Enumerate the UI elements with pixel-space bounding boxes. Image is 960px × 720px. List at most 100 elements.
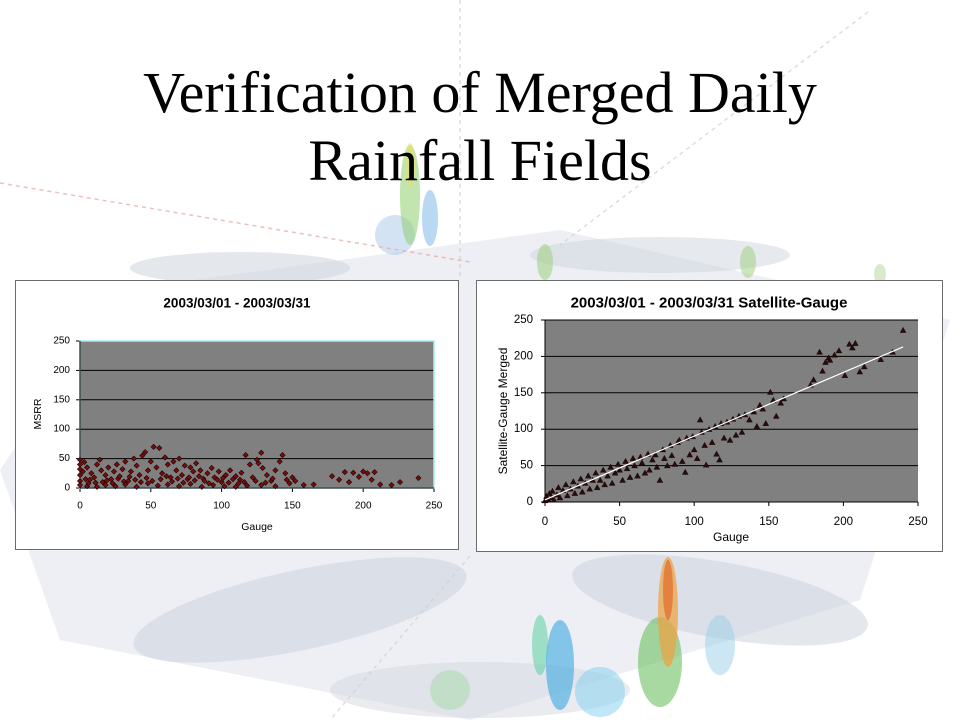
- data-point: [149, 477, 156, 484]
- data-point: [263, 472, 270, 479]
- data-point: [130, 455, 137, 462]
- data-point: [646, 466, 653, 473]
- data-point: [205, 480, 212, 487]
- data-point: [187, 464, 194, 471]
- data-point: [187, 480, 194, 487]
- x-tick-label: 50: [613, 516, 626, 528]
- data-point: [154, 482, 161, 489]
- data-point: [136, 472, 143, 479]
- data-point: [84, 464, 91, 471]
- data-point: [143, 474, 150, 482]
- data-point: [164, 481, 171, 488]
- data-point: [122, 458, 129, 465]
- data-point: [822, 358, 829, 365]
- data-point: [579, 488, 586, 495]
- chart-title: 2003/03/01 - 2003/03/31: [163, 296, 311, 311]
- data-point: [681, 468, 689, 475]
- data-point: [222, 472, 229, 479]
- data-point: [550, 496, 558, 503]
- data-point: [614, 460, 622, 467]
- data-point: [244, 482, 251, 489]
- slide-title-line-1: Verification of Merged Daily: [143, 60, 817, 125]
- data-point: [634, 472, 641, 479]
- x-tick-label: 250: [426, 501, 443, 512]
- background-peaks-top: [375, 143, 886, 284]
- data-point: [272, 467, 279, 474]
- y-tick-label: 50: [520, 460, 533, 472]
- data-point: [91, 474, 98, 481]
- x-tick-label: 0: [542, 516, 548, 528]
- data-point: [252, 477, 259, 484]
- y-tick-label: 200: [53, 365, 70, 376]
- data-point: [577, 475, 585, 482]
- chart-title: 2003/03/01 - 2003/03/31 Satellite-Gauge: [571, 295, 848, 312]
- data-point: [181, 462, 188, 469]
- data-point: [726, 436, 734, 443]
- x-axis-label: Gauge: [713, 530, 749, 544]
- data-point: [163, 473, 170, 480]
- surface-streak: [133, 557, 467, 663]
- y-tick-label: 100: [514, 423, 533, 435]
- data-point: [236, 476, 244, 483]
- y-tick-label: 100: [53, 424, 70, 435]
- x-tick-label: 0: [77, 501, 83, 512]
- data-point: [173, 467, 180, 474]
- data-point: [133, 483, 140, 490]
- data-point: [161, 454, 168, 461]
- data-point: [388, 482, 395, 489]
- data-point: [846, 340, 853, 347]
- data-point: [198, 483, 205, 490]
- data-point: [556, 494, 564, 501]
- data-point: [626, 473, 634, 480]
- data-point: [82, 476, 89, 483]
- data-point: [232, 483, 239, 490]
- data-point: [616, 466, 623, 473]
- data-point: [164, 461, 171, 468]
- data-point: [593, 484, 601, 490]
- data-point: [899, 326, 907, 333]
- data-point: [746, 416, 753, 423]
- data-point: [259, 464, 266, 472]
- data-point: [132, 476, 139, 483]
- data-point: [215, 468, 222, 475]
- data-point: [126, 473, 133, 480]
- data-point: [849, 344, 856, 351]
- data-point: [76, 472, 84, 479]
- data-point: [227, 467, 234, 474]
- data-point: [279, 452, 286, 459]
- data-point: [176, 483, 183, 490]
- y-axis-label: Satellite-Gauge Merged: [496, 348, 510, 475]
- data-point: [186, 474, 193, 481]
- data-point: [341, 469, 348, 476]
- x-tick-label: 100: [685, 516, 704, 528]
- data-point: [191, 477, 198, 484]
- data-point: [631, 462, 638, 469]
- data-point: [415, 474, 422, 482]
- data-point: [178, 472, 185, 479]
- data-point: [653, 463, 661, 470]
- data-point: [127, 468, 135, 475]
- data-point: [190, 468, 197, 475]
- data-point: [283, 476, 290, 483]
- data-point: [195, 473, 202, 480]
- chart-msrr-canvas: 0 50 100 150 200 250 0 50 100 150 200 250 2003/03/0…: [32, 296, 443, 534]
- data-point: [762, 420, 770, 426]
- data-point: [93, 483, 101, 490]
- x-tick-label: 150: [284, 501, 301, 512]
- data-point: [219, 474, 227, 482]
- data-point: [668, 452, 676, 458]
- peak-shape: [532, 615, 548, 675]
- data-point: [716, 456, 723, 463]
- data-point: [816, 348, 823, 355]
- background-peaks-bottom: [430, 557, 735, 717]
- data-point: [150, 443, 157, 450]
- dashed-guide: [559, 11, 869, 246]
- peak-shape: [663, 560, 673, 620]
- peak-shape: [705, 615, 735, 675]
- data-point: [831, 351, 838, 358]
- slide-title-line-2: Rainfall Fields: [308, 128, 652, 193]
- dashed-guide: [329, 555, 471, 720]
- peak-shape: [537, 244, 553, 280]
- data-point: [238, 469, 245, 476]
- data-point: [852, 339, 859, 346]
